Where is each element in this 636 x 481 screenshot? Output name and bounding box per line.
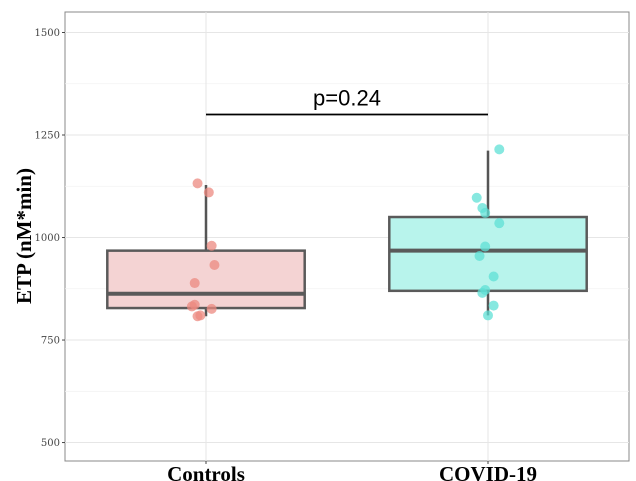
y-tick-label: 1000 (35, 233, 60, 244)
data-point (474, 250, 485, 261)
data-point (488, 271, 499, 282)
data-point (480, 241, 491, 252)
annotations: p=0.24 (206, 86, 488, 116)
box (388, 215, 588, 293)
y-tick-label: 500 (41, 438, 60, 449)
boxplot-covid-19 (388, 144, 588, 321)
boxplot-controls (106, 178, 306, 322)
data-point (206, 240, 217, 251)
data-point (483, 310, 493, 321)
data-point (488, 300, 499, 311)
p-value-label: p=0.24 (313, 86, 381, 111)
data-point (189, 278, 200, 289)
y-tick-label: 1250 (35, 131, 60, 142)
data-point (192, 178, 203, 189)
data-point (209, 259, 220, 270)
axes: 500 750 1000 1250 1500 Controls COVID-19 (35, 28, 537, 481)
data-point (480, 207, 491, 218)
data-point (494, 218, 505, 229)
y-tick-label: 750 (41, 336, 60, 347)
data-point (494, 144, 505, 155)
x-tick-label: COVID-19 (439, 462, 537, 481)
data-point (471, 192, 482, 203)
data-point (206, 303, 217, 314)
y-tick-label: 1500 (35, 28, 60, 39)
data-point (203, 187, 214, 198)
box (106, 249, 306, 310)
boxplots (106, 144, 588, 322)
x-tick-label: Controls (167, 462, 245, 481)
y-axis-title: ETP (nM*min) (12, 168, 36, 304)
data-point (186, 301, 197, 312)
data-point (192, 311, 203, 322)
data-point (477, 287, 488, 298)
